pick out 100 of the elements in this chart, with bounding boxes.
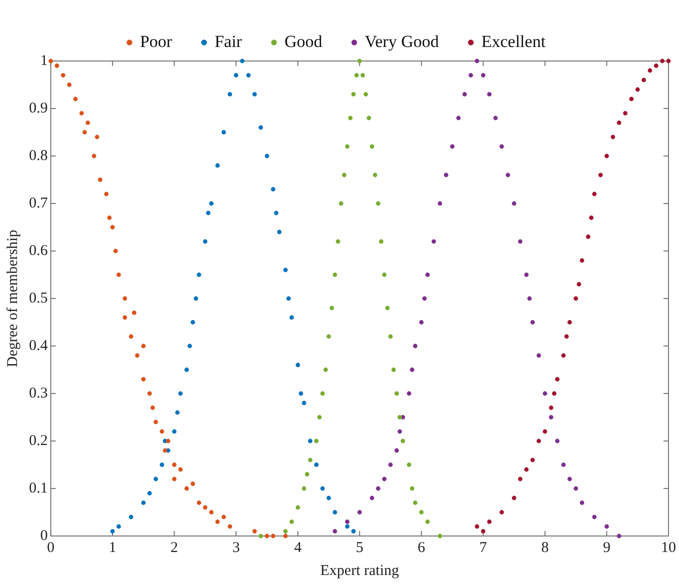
point	[660, 58, 665, 64]
point	[357, 58, 362, 64]
x-tick-label: 2	[170, 540, 178, 556]
point	[332, 272, 338, 277]
point	[468, 73, 474, 78]
point	[561, 353, 566, 358]
point	[190, 482, 196, 486]
point	[406, 462, 412, 467]
point	[289, 520, 294, 524]
point	[345, 524, 350, 529]
point	[113, 248, 118, 254]
point	[351, 92, 356, 96]
point	[542, 429, 548, 434]
point	[512, 496, 516, 500]
point	[141, 377, 146, 382]
point	[518, 476, 522, 482]
point	[264, 534, 270, 538]
point	[330, 306, 334, 310]
point	[104, 192, 109, 196]
point	[564, 334, 569, 339]
point	[92, 154, 96, 158]
point	[592, 192, 597, 196]
point	[116, 272, 121, 277]
point	[400, 438, 406, 444]
y-tick-label: 0.7	[29, 195, 48, 212]
point	[122, 296, 128, 301]
point	[567, 320, 572, 324]
point	[348, 116, 353, 120]
point	[228, 524, 232, 529]
point	[666, 58, 671, 64]
point	[67, 82, 72, 87]
y-axis-title: Degree of membership	[4, 230, 21, 368]
point	[382, 476, 387, 482]
point	[480, 73, 486, 78]
point	[122, 315, 128, 320]
point	[345, 144, 350, 149]
point	[196, 500, 202, 505]
point	[474, 58, 480, 64]
point	[589, 216, 594, 220]
point	[234, 73, 238, 78]
point	[419, 510, 424, 514]
point	[228, 92, 232, 96]
point	[555, 438, 560, 444]
point	[283, 268, 288, 272]
y-tick-label: 0.3	[29, 385, 48, 402]
point	[196, 272, 202, 277]
point	[110, 529, 115, 534]
point	[314, 462, 319, 467]
point	[444, 172, 448, 178]
point	[394, 448, 399, 453]
point	[487, 520, 492, 524]
point	[512, 201, 516, 206]
point	[154, 420, 158, 424]
point	[252, 92, 257, 96]
point	[616, 120, 622, 125]
point	[388, 334, 393, 339]
point	[222, 514, 226, 520]
point	[357, 510, 362, 514]
point	[82, 130, 87, 134]
y-tick-label: 0	[40, 528, 48, 544]
point	[296, 362, 300, 368]
point	[270, 534, 276, 538]
point	[298, 391, 304, 396]
point	[172, 429, 176, 434]
point	[264, 154, 270, 158]
point	[94, 134, 100, 140]
point	[166, 438, 170, 444]
point	[432, 239, 436, 244]
legend-label: Very Good	[364, 32, 440, 51]
point	[175, 410, 180, 415]
point	[391, 368, 396, 372]
point	[413, 500, 418, 505]
point	[382, 272, 387, 277]
x-tick-label: 8	[541, 540, 549, 556]
y-tick-label: 0.6	[29, 242, 48, 259]
point	[308, 438, 312, 444]
point	[406, 391, 412, 396]
y-tick-label: 0.4	[29, 338, 48, 354]
legend-label: Poor	[140, 32, 172, 51]
point	[190, 320, 196, 324]
point	[314, 438, 319, 444]
y-tick-label: 1	[40, 52, 48, 69]
point	[500, 144, 504, 149]
point	[438, 534, 442, 538]
point	[500, 510, 504, 514]
point	[246, 73, 251, 78]
point	[527, 296, 532, 301]
point	[376, 201, 380, 206]
point	[188, 344, 192, 348]
x-tick-label: 5	[356, 540, 364, 556]
point	[320, 391, 325, 396]
point	[542, 391, 548, 396]
point	[60, 73, 66, 78]
point	[320, 486, 325, 491]
point	[379, 239, 384, 244]
point	[178, 391, 183, 396]
point	[580, 500, 584, 505]
point	[366, 116, 372, 120]
point	[586, 234, 590, 239]
legend-label: Fair	[214, 32, 242, 51]
